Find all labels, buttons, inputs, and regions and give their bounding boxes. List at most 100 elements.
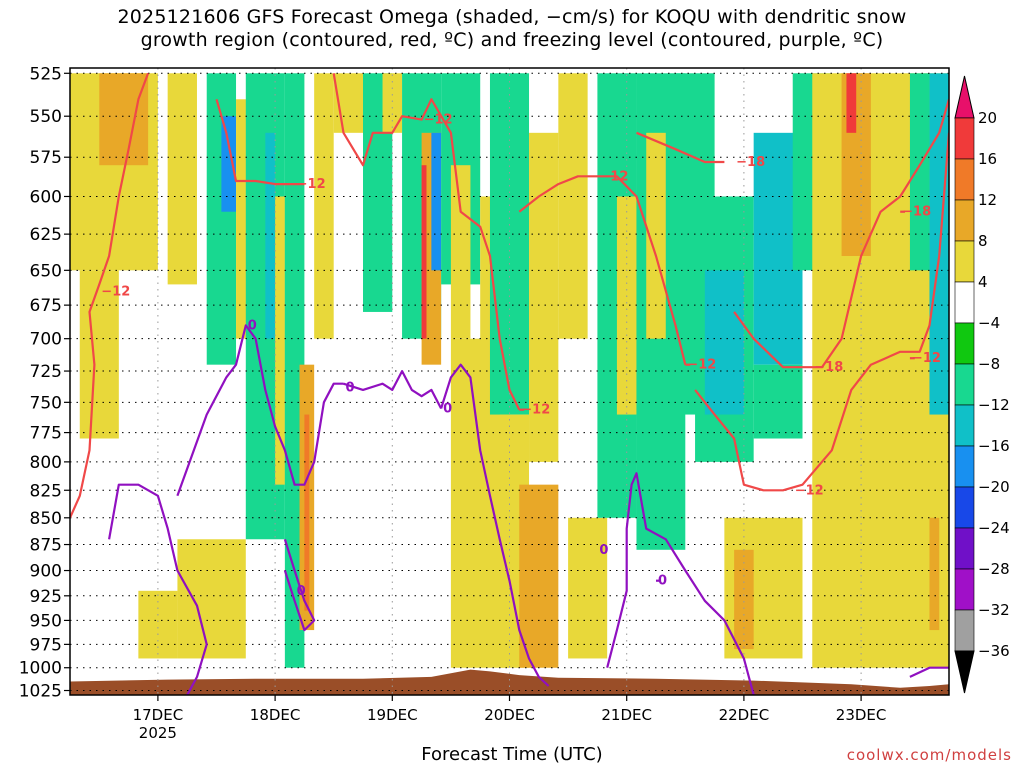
chart-title-line1: 2025121606 GFS Forecast Omega (shaded, −… — [117, 6, 907, 28]
dgz-contour-1 — [215, 98, 305, 186]
dgz-contour-label: −12 — [521, 403, 550, 418]
colorbar-bottom-arrow — [954, 650, 975, 694]
x-tick-label: 17DEC — [133, 706, 184, 724]
dgz-contour-label: −12 — [424, 113, 453, 128]
omega-region-13 — [314, 73, 334, 339]
y-tick-label: 725 — [30, 362, 62, 382]
dgz-contour-label: −18 — [814, 360, 843, 375]
colorbar-swatch — [954, 322, 975, 365]
y-tick-label: 525 — [30, 64, 62, 84]
y-tick-label: 700 — [30, 330, 62, 350]
omega-region-22 — [431, 132, 442, 271]
y-tick-label: 600 — [30, 187, 62, 207]
omega-region-8 — [265, 132, 276, 339]
freezing-contour-label: 0 — [658, 574, 667, 589]
colorbar-label: −28 — [978, 560, 1010, 578]
freezing-contour-label: 0 — [248, 318, 257, 333]
omega-region-24 — [450, 165, 471, 339]
freezing-contour-3 — [283, 538, 316, 632]
credit-link[interactable]: coolwx.com/models — [846, 746, 1012, 764]
freezing-contour-0 — [108, 483, 208, 695]
grid-lines — [70, 68, 949, 695]
colorbar-swatch — [954, 117, 975, 160]
chart-title: 2025121606 GFS Forecast Omega (shaded, −… — [0, 6, 1024, 52]
dgz-contour-label: −12 — [795, 483, 824, 498]
y-tick-label: 800 — [30, 453, 62, 473]
dgz-contour-label: −12 — [101, 284, 130, 299]
y-tick-label: 575 — [30, 148, 62, 168]
omega-region-15 — [177, 539, 246, 659]
freezing-contour-5 — [606, 472, 755, 695]
omega-region-43 — [753, 364, 803, 439]
y-tick-label: 900 — [30, 562, 62, 582]
colorbar-swatch — [954, 404, 975, 447]
freezing-contour-label: 0 — [599, 543, 608, 558]
freezing-contour-label: 0 — [443, 401, 452, 416]
colorbar-label: −20 — [978, 478, 1010, 496]
x-tick-label: 23DEC — [836, 706, 887, 724]
y-tick-label: 825 — [30, 481, 62, 501]
dgz-contour-2 — [332, 73, 521, 411]
dgz-contour-6 — [636, 131, 725, 164]
colorbar-label: 16 — [978, 150, 997, 168]
omega-region-33 — [558, 73, 588, 339]
y-tick-label: 850 — [30, 509, 62, 529]
colorbar-label: −4 — [978, 314, 1000, 332]
freezing-contour-2 — [343, 370, 443, 410]
colorbar-swatch — [954, 486, 975, 529]
contour-layer — [70, 72, 949, 695]
dgz-contour-4 — [518, 175, 687, 365]
y-tick-label: 550 — [30, 107, 62, 127]
dgz-contour-label: −12 — [297, 177, 326, 192]
colorbar-label: −24 — [978, 519, 1010, 537]
omega-region-16 — [138, 590, 178, 659]
colorbar-swatch — [954, 609, 975, 652]
colorbar-swatch — [954, 363, 975, 406]
omega-region-1 — [79, 270, 119, 439]
omega-region-5 — [221, 116, 237, 212]
omega-region-46 — [734, 549, 754, 650]
y-tick-label: 775 — [30, 424, 62, 444]
colorbar-top-arrow — [954, 75, 975, 119]
y-tick-label: 1000 — [19, 659, 62, 679]
x-tick-label: 22DEC — [719, 706, 770, 724]
omega-region-41 — [704, 270, 744, 415]
y-tick-label: 975 — [30, 635, 62, 655]
omega-region-12 — [304, 414, 310, 611]
x-tick-label: 19DEC — [367, 706, 418, 724]
colorbar-swatch — [954, 240, 975, 283]
x-tick-sublabel: 2025 — [139, 724, 177, 742]
colorbar-label: −36 — [978, 642, 1010, 660]
freezing-contour-4 — [440, 363, 550, 687]
terrain-layer — [70, 669, 949, 695]
dgz-contour-0 — [70, 72, 150, 519]
y-axis-ticks: 525 550 575 600 625 650 675 700 725 750 775 800 825 8… — [19, 64, 70, 702]
omega-region-2 — [99, 73, 149, 166]
y-tick-label: 950 — [30, 611, 62, 631]
freezing-contour-label: 0 — [297, 584, 306, 599]
colorbar-swatch — [954, 281, 975, 324]
dgz-contour-label: −18 — [736, 155, 765, 170]
colorbar-label: −16 — [978, 437, 1010, 455]
y-tick-label: 1025 — [19, 682, 62, 702]
dgz-contour-label: −18 — [902, 205, 931, 220]
freezing-contour-7 — [909, 666, 949, 678]
colorbar-label: 12 — [978, 191, 997, 209]
omega-region-21 — [421, 165, 427, 339]
colorbar-label: −32 — [978, 601, 1010, 619]
x-tick-label: 20DEC — [484, 706, 535, 724]
colorbar-label: −12 — [978, 396, 1010, 414]
colorbar-label: 4 — [978, 273, 988, 291]
freezing-contour-label: 0 — [345, 380, 354, 395]
freezing-contour-1 — [176, 324, 344, 497]
y-tick-label: 625 — [30, 225, 62, 245]
dgz-contour-9 — [733, 98, 949, 369]
colorbar-swatch — [954, 527, 975, 570]
omega-region-34 — [568, 517, 608, 659]
terrain-fill — [70, 669, 949, 695]
omega-region-3 — [167, 73, 197, 285]
dgz-contour-label: −12 — [687, 358, 716, 373]
x-axis-label: Forecast Time (UTC) — [421, 744, 603, 765]
y-tick-label: 650 — [30, 261, 62, 281]
